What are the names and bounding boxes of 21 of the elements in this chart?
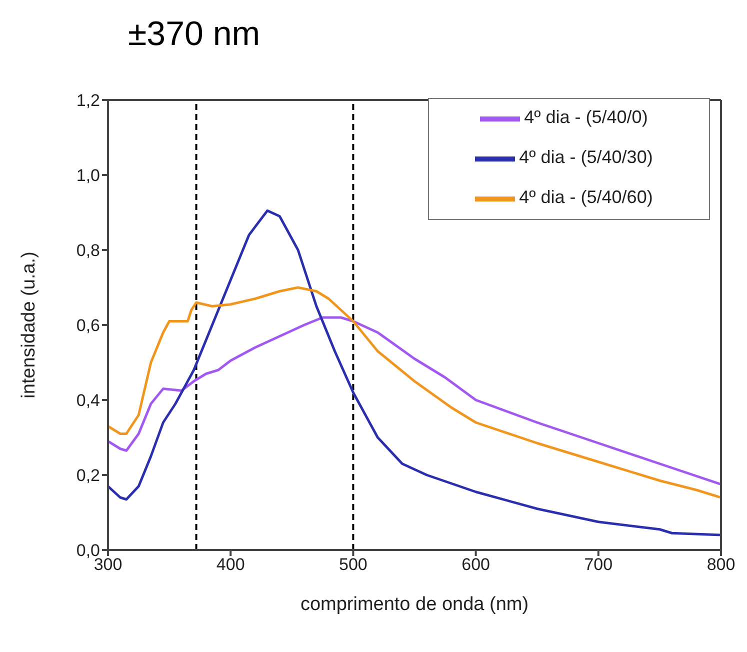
legend-label: 4º dia - (5/40/60) xyxy=(519,187,653,208)
legend-label: 4º dia - (5/40/30) xyxy=(519,147,653,168)
line-series xyxy=(108,316,721,486)
x-tick-label: 500 xyxy=(339,555,368,574)
x-tick-label: 800 xyxy=(706,555,736,574)
y-axis-title: intensidade (u.a.) xyxy=(18,252,40,398)
y-tick-label: 0,2 xyxy=(76,466,100,486)
y-tick-label: 0,8 xyxy=(76,241,100,260)
y-tick-label: 0,6 xyxy=(76,316,100,336)
legend-label: 4º dia - (5/40/0) xyxy=(524,107,648,128)
y-tick-label: 1,0 xyxy=(76,166,100,186)
x-axis-title: comprimento de onda (nm) xyxy=(300,594,529,615)
line-series xyxy=(108,286,721,499)
y-tick-label: 1,2 xyxy=(76,91,100,110)
x-tick-label: 600 xyxy=(462,555,490,574)
y-tick-label: 0,4 xyxy=(76,391,100,410)
x-tick-label: 300 xyxy=(94,555,122,574)
x-tick-label: 700 xyxy=(584,555,613,574)
chart-title: ±370 nm xyxy=(128,14,262,55)
line-series xyxy=(108,209,721,536)
x-tick-label: 400 xyxy=(216,555,245,574)
